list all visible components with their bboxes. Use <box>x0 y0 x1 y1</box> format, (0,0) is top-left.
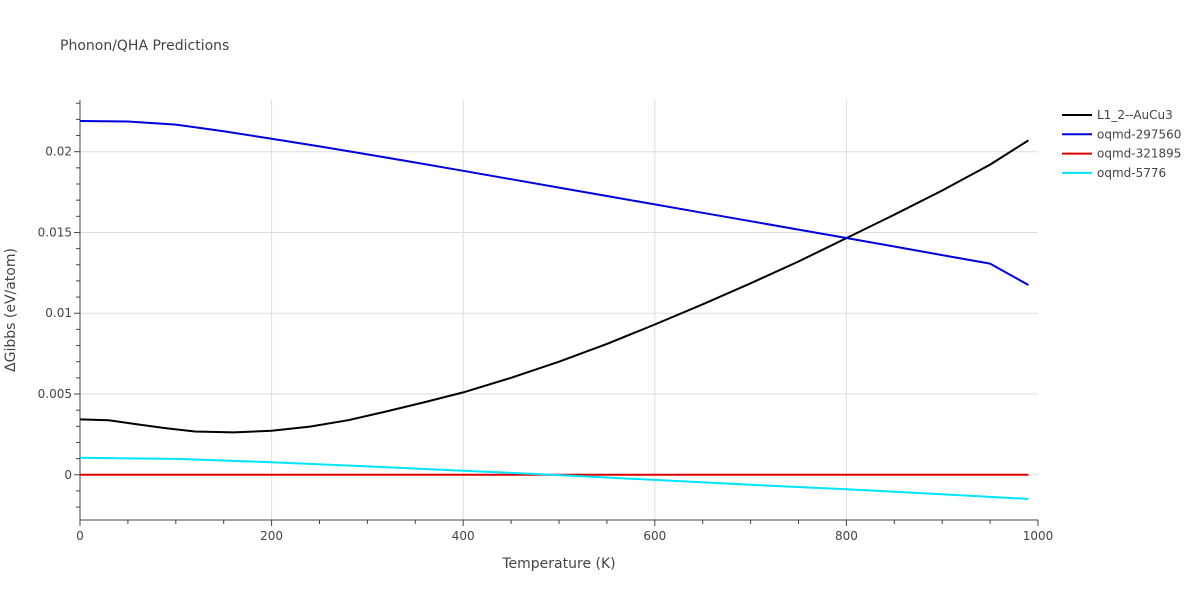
legend-label: L1_2--AuCu3 <box>1097 108 1173 122</box>
grid <box>80 100 1038 520</box>
legend-label: oqmd-5776 <box>1097 166 1166 180</box>
x-tick-label: 200 <box>260 529 283 543</box>
series-line-1 <box>79 120 1029 286</box>
legend-label: oqmd-321895 <box>1097 147 1181 161</box>
x-axis-title: Temperature (K) <box>501 556 615 572</box>
y-tick-label: 0.01 <box>45 306 72 320</box>
legend: L1_2--AuCu3 oqmd-297560 oqmd-321895 oqmd-57… <box>1062 108 1181 180</box>
axes: 0 200 400 600 800 1000 0 0.005 0.01 0.015 0.02 <box>38 100 1054 543</box>
x-tick-label: 400 <box>452 529 475 543</box>
legend-label: oqmd-297560 <box>1097 127 1181 141</box>
y-axis-title: ΔGibbs (eV/atom) <box>3 248 19 372</box>
x-tick-label: 1000 <box>1023 529 1054 543</box>
series-line-3 <box>79 456 1029 500</box>
x-tick-label: 0 <box>76 529 84 543</box>
x-tick-label: 600 <box>643 529 666 543</box>
y-tick-label: 0.005 <box>38 387 72 401</box>
y-tick-label: 0.015 <box>38 225 72 239</box>
chart-title: Phonon/QHA Predictions <box>60 38 229 54</box>
y-tick-label: 0 <box>64 468 72 482</box>
series-line-0 <box>79 139 1029 434</box>
x-tick-label: 800 <box>835 529 858 543</box>
series-lines <box>79 120 1029 500</box>
y-tick-label: 0.02 <box>45 145 72 159</box>
